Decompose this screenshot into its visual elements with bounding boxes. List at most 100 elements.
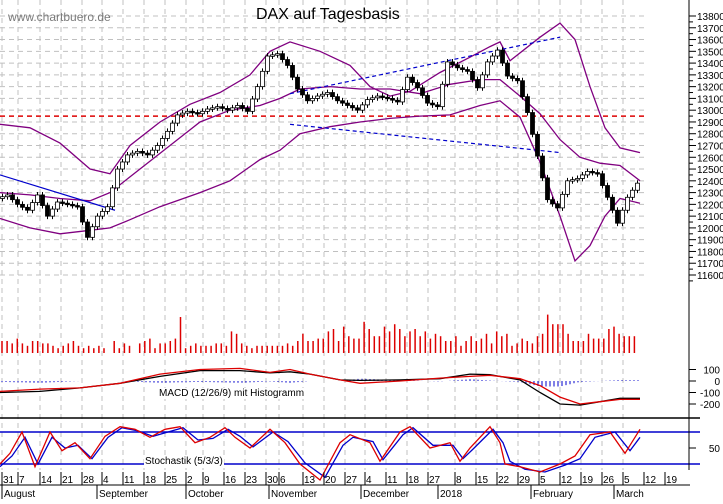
candle-body — [630, 189, 635, 198]
stochastic-label: Stochastik (5/3/3) — [144, 456, 224, 467]
candle-body — [175, 114, 180, 124]
candle-body — [115, 168, 120, 189]
candle-body — [445, 61, 450, 85]
chart-title: DAX auf Tagesbasis — [256, 6, 400, 23]
candle-body — [385, 96, 390, 100]
y-tick-label: 11600 — [697, 271, 723, 282]
candle-body — [270, 54, 275, 57]
candle-body — [40, 194, 45, 206]
x-day-label: 28 — [83, 475, 95, 486]
x-day-label: 6 — [280, 475, 286, 486]
candle-body — [555, 203, 560, 209]
candle-body — [510, 75, 515, 79]
candle-body — [305, 94, 310, 102]
x-day-label: 2 — [187, 475, 193, 486]
candle-body — [370, 97, 375, 100]
bollinger-middle — [0, 78, 641, 202]
x-day-label: 4 — [366, 475, 372, 486]
y-tick-label: 13300 — [697, 71, 723, 82]
candle-body — [410, 76, 415, 83]
candle-body — [160, 138, 165, 146]
candle-body — [435, 104, 440, 108]
candle-body — [245, 108, 250, 112]
candle-body — [230, 107, 235, 111]
x-day-label: 12 — [561, 475, 573, 486]
macd-line — [0, 369, 640, 406]
macd-tick-label: -100 — [700, 389, 720, 400]
candle-body — [465, 69, 470, 72]
y-tick-label: 12700 — [697, 142, 723, 153]
candle-body — [535, 133, 540, 157]
x-day-label: 8 — [456, 475, 462, 486]
x-day-label: 7 — [19, 475, 25, 486]
candle-body — [165, 130, 170, 139]
candle-body — [120, 161, 125, 170]
macd-tick-label: 0 — [714, 377, 720, 388]
site-watermark: www.chartbuero.de — [8, 10, 111, 24]
x-day-label: 23 — [246, 475, 258, 486]
candle-body — [520, 80, 525, 98]
candle-body — [100, 211, 105, 217]
candle-body — [480, 74, 485, 89]
candle-body — [615, 209, 620, 224]
candle-body — [65, 202, 70, 206]
x-month-label: September — [99, 489, 149, 499]
candle-body — [290, 65, 295, 78]
candle-body — [295, 76, 300, 90]
candle-body — [330, 92, 335, 98]
candle-body — [425, 95, 430, 104]
candle-body — [320, 93, 325, 97]
x-month-label: December — [363, 489, 410, 499]
candle-body — [215, 106, 220, 109]
candle-body — [125, 154, 130, 163]
candle-body — [600, 173, 605, 186]
trend-line — [289, 123, 561, 154]
candle-body — [345, 102, 350, 106]
y-tick-label: 12800 — [697, 130, 723, 141]
volume-bars — [1, 314, 636, 353]
candle-body — [620, 209, 625, 224]
stochastic-panel — [0, 425, 700, 481]
y-tick-label: 11900 — [697, 236, 723, 247]
candle-body — [45, 205, 50, 217]
candle-body — [515, 77, 520, 82]
y-tick-label: 12500 — [697, 165, 723, 176]
x-day-label: 5 — [540, 475, 546, 486]
y-tick-label: 13100 — [697, 94, 723, 105]
stoch-k-line — [0, 425, 641, 481]
candle-body — [140, 150, 145, 154]
candle-body — [395, 99, 400, 103]
candle-body — [15, 199, 20, 205]
candle-body — [150, 149, 155, 156]
x-day-label: 31 — [3, 475, 15, 486]
y-axis: 1380013700136001350013400133001320013100… — [688, 0, 723, 470]
candle-body — [470, 70, 475, 80]
trend-line — [0, 174, 116, 211]
candle-body — [590, 170, 595, 174]
y-tick-label: 12600 — [697, 153, 723, 164]
candle-body — [325, 92, 330, 95]
candle-body — [85, 221, 90, 238]
y-tick-label: 11800 — [697, 247, 723, 258]
candle-body — [190, 110, 195, 114]
x-day-label: 18 — [145, 475, 157, 486]
x-day-label: 18 — [408, 475, 420, 486]
y-tick-label: 13500 — [697, 47, 723, 58]
candle-body — [70, 203, 75, 207]
candle-body — [525, 96, 530, 113]
y-tick-label: 12200 — [697, 200, 723, 211]
x-day-label: 13 — [304, 475, 316, 486]
y-tick-label: 13600 — [697, 36, 723, 47]
candle-body — [545, 177, 550, 201]
candle-body — [415, 82, 420, 89]
x-day-label: 27 — [429, 475, 441, 486]
candle-body — [495, 49, 500, 57]
candle-body — [30, 202, 35, 211]
x-day-label: 27 — [346, 475, 358, 486]
x-day-label: 21 — [62, 475, 74, 486]
x-month-label: November — [271, 489, 318, 499]
candle-body — [280, 53, 285, 60]
candle-body — [350, 105, 355, 109]
candle-body — [490, 55, 495, 63]
x-day-label: 15 — [477, 475, 489, 486]
